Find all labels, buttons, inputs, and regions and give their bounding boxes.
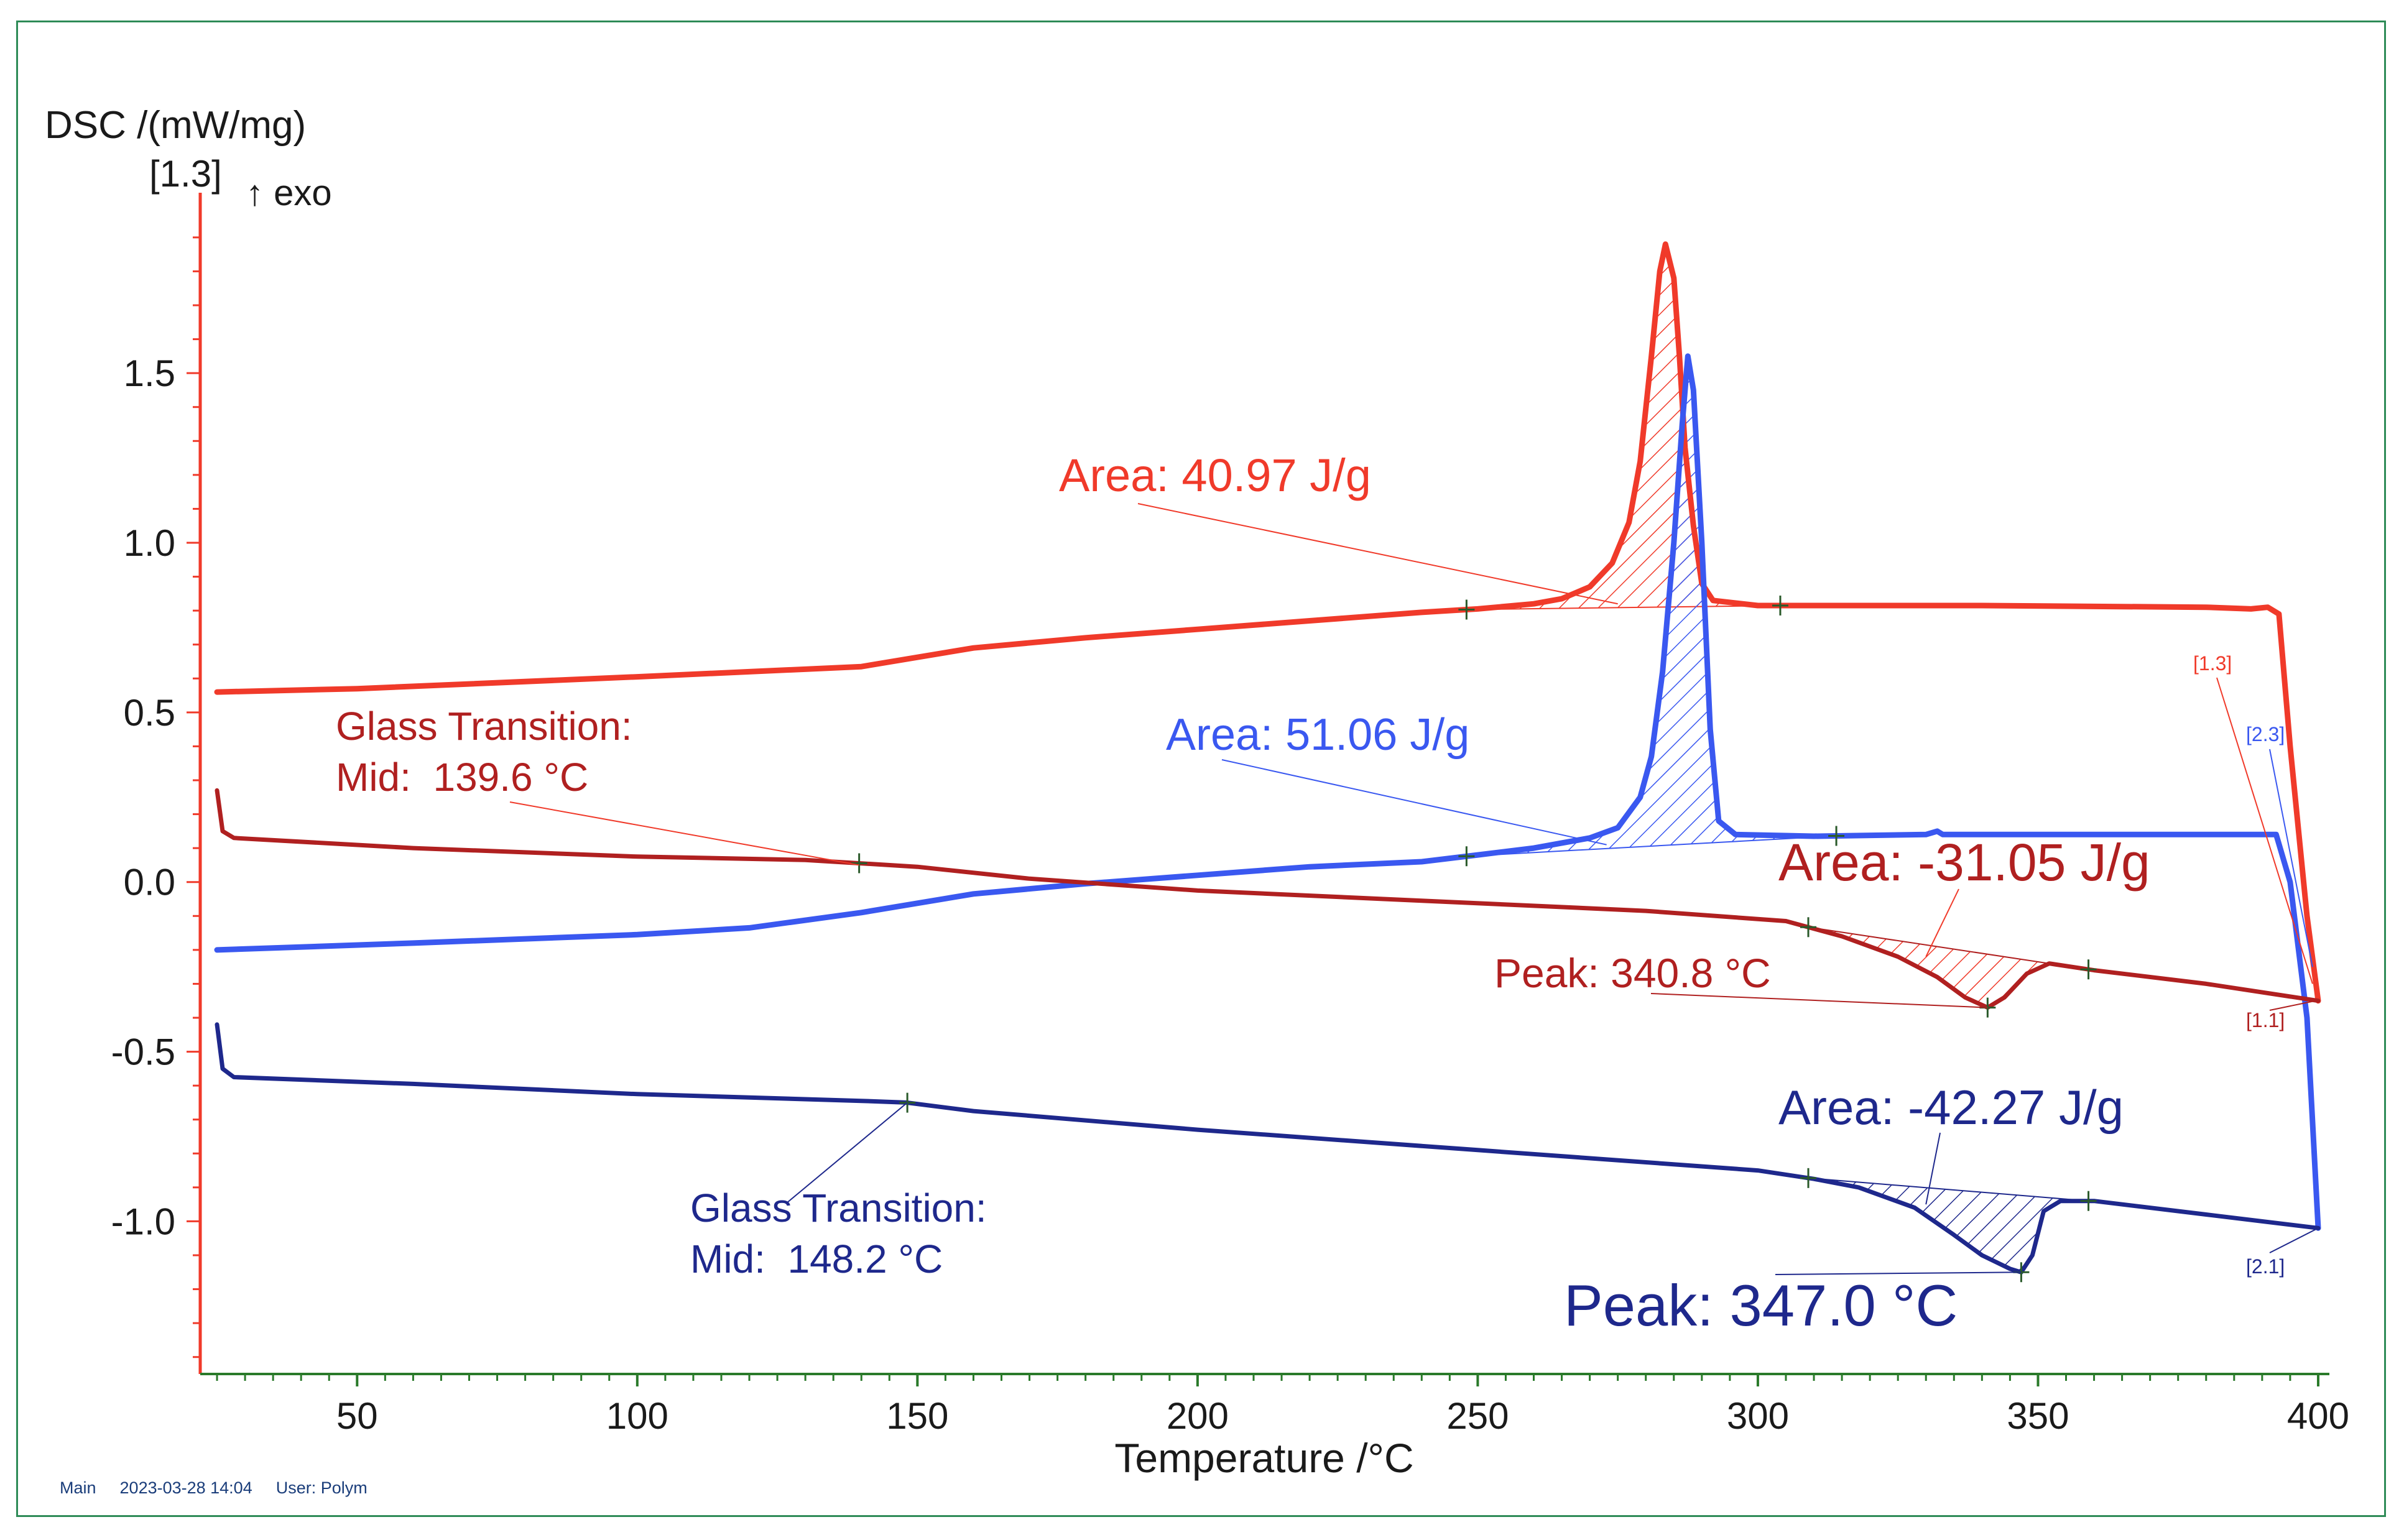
segment-label-1-3: [1.3]: [2193, 652, 2232, 675]
x-tick-label: 150: [886, 1395, 948, 1437]
y-axis-index: [1.3]: [149, 153, 222, 195]
area-region-darkred: [1808, 927, 2089, 1007]
y-tick-label: 1.5: [124, 353, 175, 394]
x-tick-label: 300: [1727, 1395, 1789, 1437]
segment-label-2-3: [2.3]: [2246, 723, 2285, 745]
series-line-1: [214, 241, 2321, 1004]
x-tick-label: 350: [2007, 1395, 2069, 1437]
x-tick-label: 250: [1446, 1395, 1509, 1437]
footer-mode: Main: [60, 1478, 96, 1497]
leader-line: [1650, 993, 1988, 1008]
annotation-area-red: Area: 40.97 J/g: [1059, 450, 1371, 501]
x-tick-label: 100: [606, 1395, 668, 1437]
leader-line: [2269, 1000, 2316, 1011]
x-tick-label: 400: [2287, 1395, 2349, 1437]
annotation-peak-darkred: Peak: 340.8 °C: [1494, 950, 1771, 996]
series-line-2: [214, 353, 2321, 1231]
area-region-navy: [1808, 1178, 2089, 1272]
segment-label-2-1: [2.1]: [2246, 1255, 2285, 1278]
segment-label-1-1: [1.1]: [2246, 1009, 2285, 1031]
x-tick-label: 50: [336, 1395, 378, 1437]
status-footer: Main 2023-03-28 14:04 User: Polym: [60, 1478, 391, 1498]
y-tick-label: 0.0: [124, 862, 175, 903]
annotation-glass-mid-navy: Mid: 148.2 °C: [690, 1237, 943, 1281]
leader-line: [786, 1102, 908, 1204]
leader-line: [2269, 749, 2313, 967]
y-tick-label: 1.0: [124, 522, 175, 564]
annotation-glass-transition-navy: Glass Transition:: [690, 1186, 987, 1230]
leader-line: [2269, 1227, 2319, 1253]
leader-line: [1925, 1132, 1941, 1205]
annotation-area-navy: Area: -42.27 J/g: [1778, 1080, 2124, 1135]
annotation-peak-navy: Peak: 347.0 °C: [1564, 1273, 1958, 1338]
leader-line: [1137, 503, 1618, 605]
x-axis-label: Temperature /°C: [1114, 1435, 1413, 1481]
y-tick-label: 0.5: [124, 692, 175, 734]
footer-user: User: Polym: [275, 1478, 368, 1497]
leader-line: [1925, 888, 1959, 957]
annotation-glass-transition-darkred: Glass Transition:: [336, 704, 632, 749]
series-line-3: [215, 788, 2321, 1010]
annotation-area-blue: Area: 51.06 J/g: [1166, 710, 1469, 760]
footer-timestamp: 2023-03-28 14:04: [119, 1478, 252, 1497]
area-region-red: [1466, 245, 1780, 610]
leader-line: [509, 801, 859, 866]
annotation-glass-mid-darkred: Mid: 139.6 °C: [336, 755, 588, 800]
y-tick-label: -1.0: [111, 1201, 175, 1242]
series-line-4: [215, 1022, 2321, 1275]
chart-frame: [16, 21, 2386, 1517]
y-axis-label: DSC /(mW/mg): [45, 104, 306, 147]
leader-line: [1221, 759, 1607, 846]
annotation-area-darkred: Area: -31.05 J/g: [1778, 833, 2150, 892]
exo-marker: ↑ exo: [246, 173, 332, 213]
y-tick-label: -0.5: [111, 1031, 175, 1073]
x-tick-label: 200: [1167, 1395, 1229, 1437]
leader-line: [1775, 1271, 2022, 1275]
leader-line: [2216, 677, 2313, 984]
